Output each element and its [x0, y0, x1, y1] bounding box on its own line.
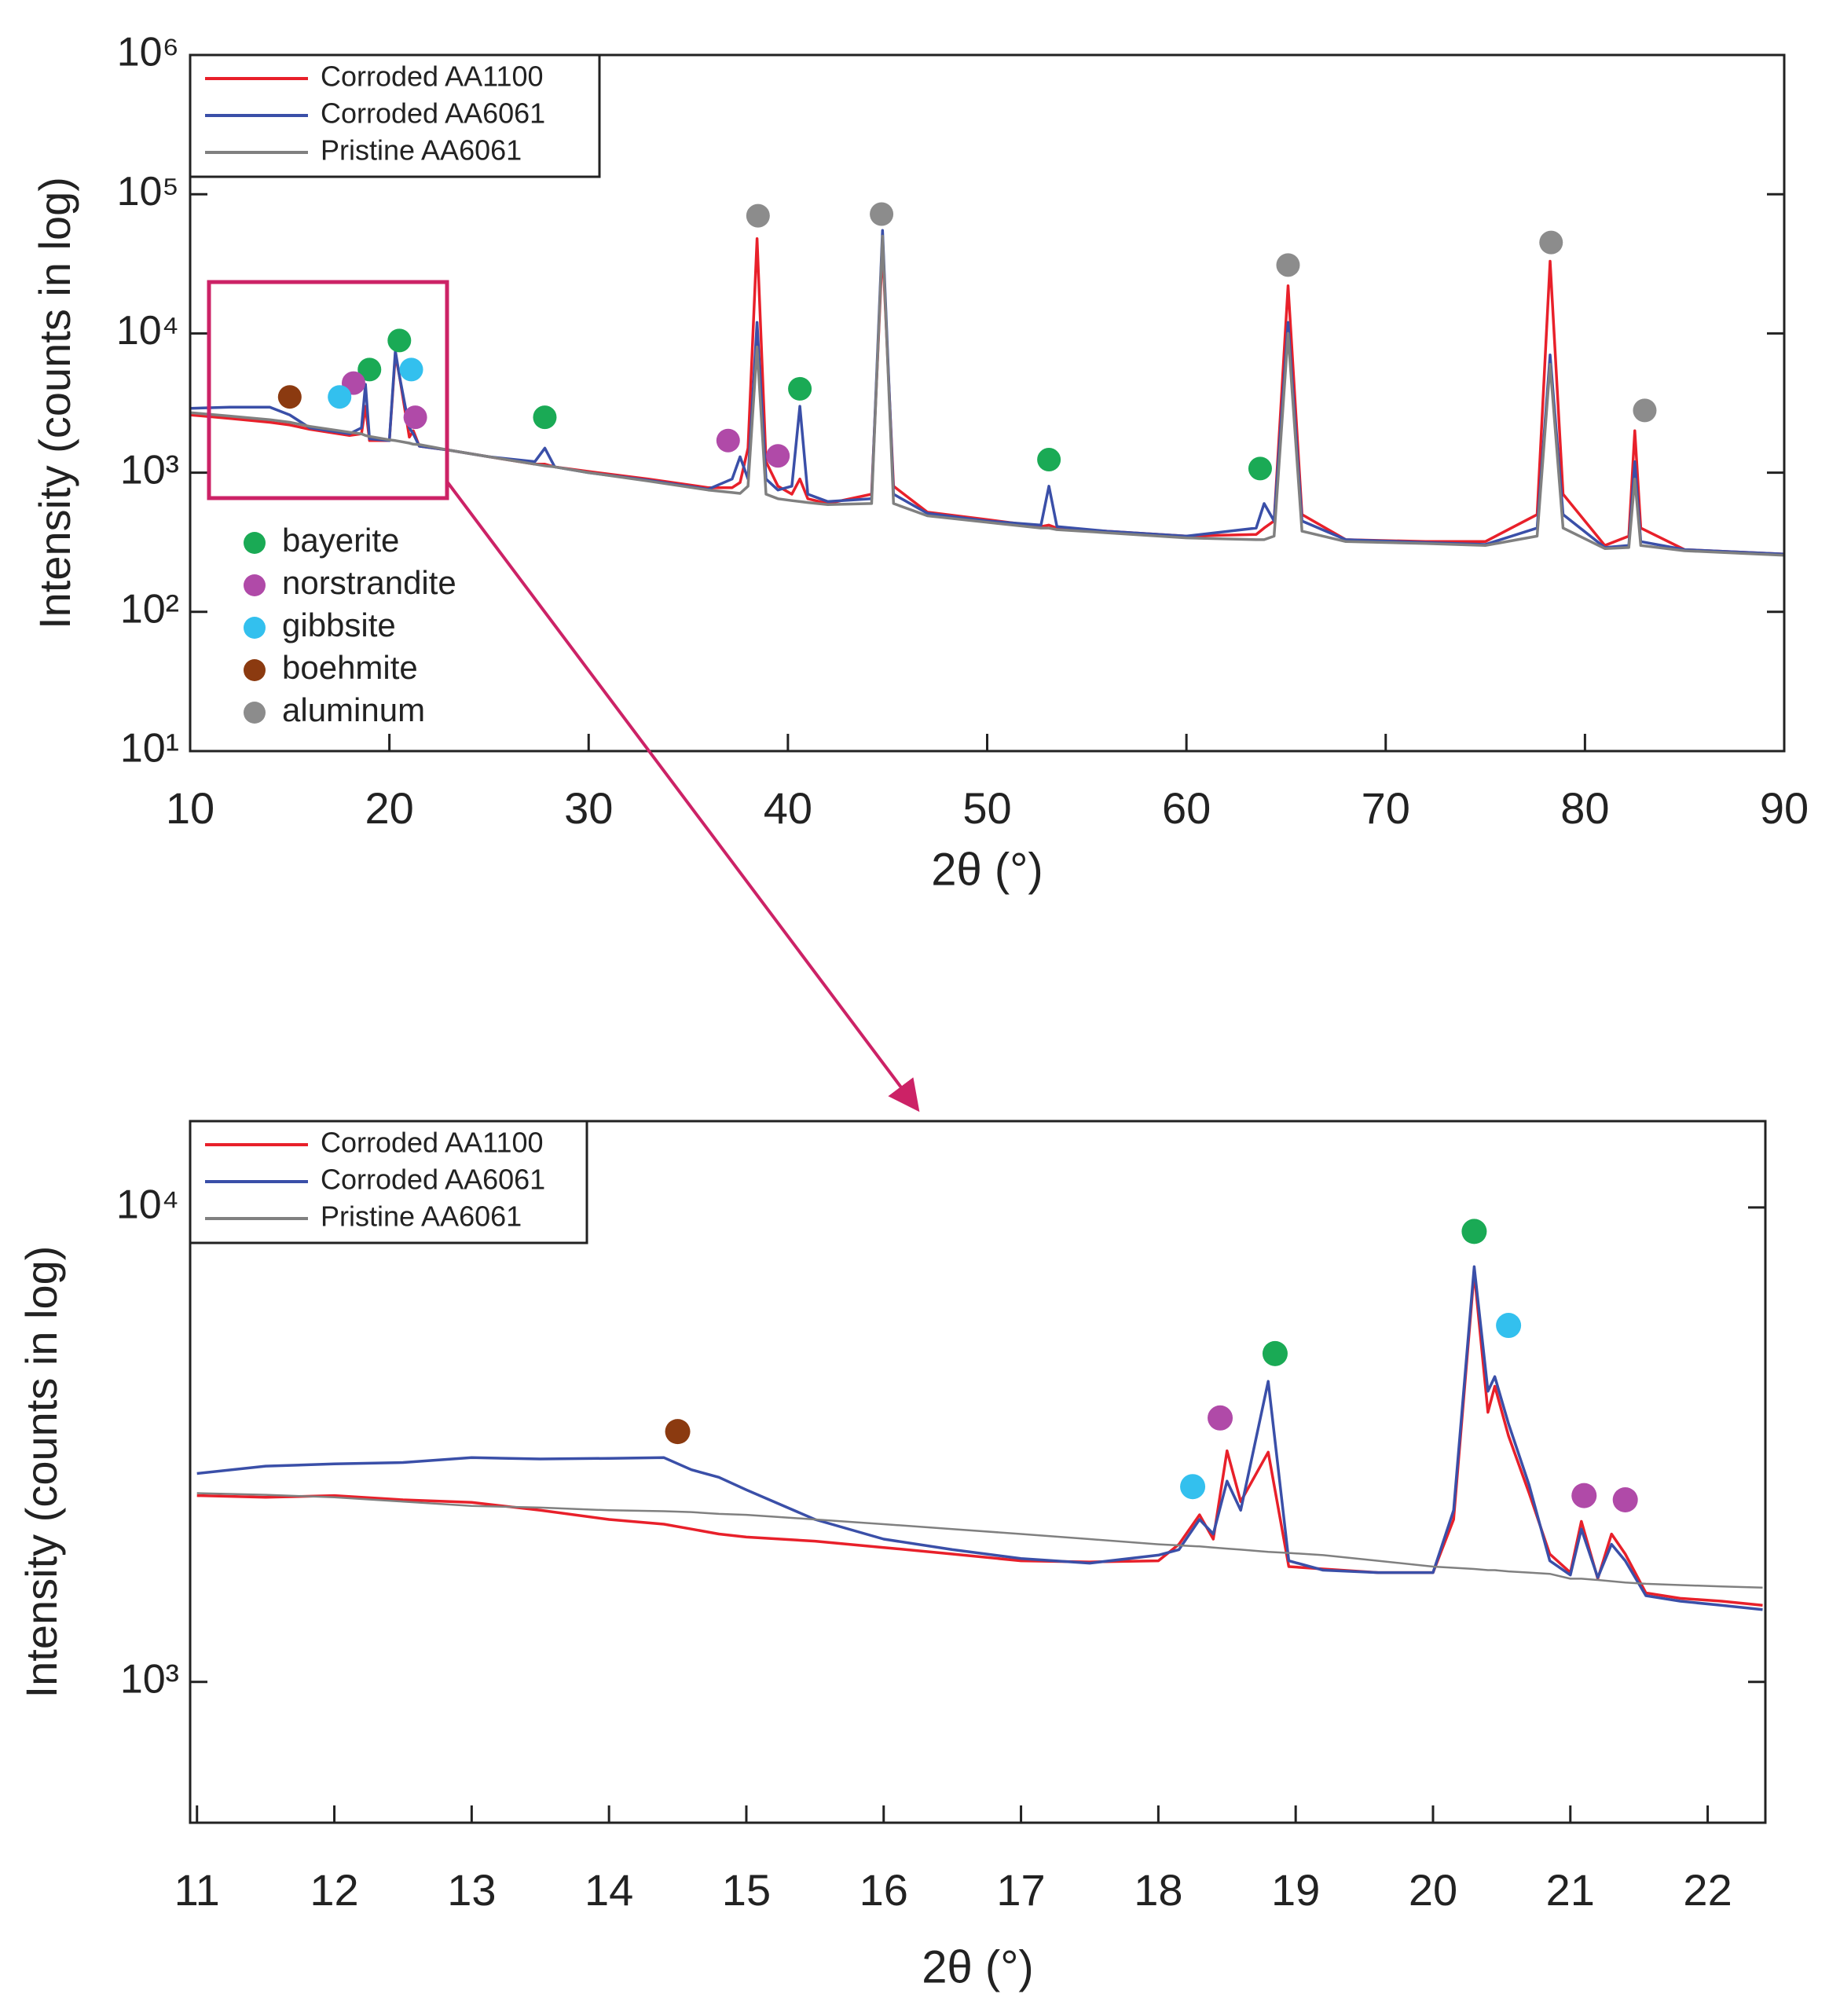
x-tick-label: 22	[1683, 1865, 1732, 1915]
data-line	[196, 1265, 1763, 1611]
phase-legend-dot	[244, 659, 266, 681]
x-tick-label: 19	[1271, 1865, 1320, 1915]
x-tick-label: 15	[722, 1865, 771, 1915]
y-tick-label: 10⁶	[117, 30, 179, 75]
phase-legend-label: gibbsite	[282, 607, 396, 643]
phase-marker	[665, 1419, 691, 1445]
data-line	[196, 1270, 1763, 1607]
x-tick-label: 21	[1546, 1865, 1595, 1915]
phase-marker	[328, 385, 352, 409]
phase-marker	[1037, 448, 1061, 472]
phase-marker	[1496, 1313, 1522, 1339]
data-line	[189, 234, 1785, 557]
phase-marker	[1571, 1483, 1597, 1508]
zoom-box	[207, 280, 449, 500]
x-tick-label: 30	[564, 783, 613, 833]
phase-legend-label: norstrandite	[282, 564, 456, 601]
y-axis-label: Intensity (counts in log)	[16, 1246, 66, 1699]
phase-legend-dot	[244, 702, 266, 724]
x-axis-label: 2θ (°)	[922, 1941, 1033, 1992]
phase-legend-dot	[244, 532, 266, 554]
phase-legend-label: boehmite	[282, 649, 418, 686]
data-line	[196, 1492, 1763, 1589]
phase-marker	[399, 357, 423, 382]
y-tick-label: 10³	[120, 1657, 179, 1703]
y-tick-label: 10²	[120, 587, 179, 632]
y-tick-label: 10⁵	[117, 169, 179, 214]
x-tick-label: 13	[447, 1865, 496, 1915]
phase-legend-dot	[244, 617, 266, 639]
y-axis-label: Intensity (counts in log)	[30, 177, 79, 629]
phase-marker	[533, 405, 557, 430]
y-tick-label: 10³	[120, 447, 179, 493]
x-tick-label: 80	[1560, 783, 1609, 833]
phase-marker	[403, 405, 427, 430]
x-tick-label: 70	[1362, 783, 1410, 833]
phase-legend-label: bayerite	[282, 522, 399, 559]
phase-marker	[1208, 1405, 1233, 1431]
phase-marker	[788, 376, 812, 401]
phase-marker	[1633, 398, 1657, 423]
x-tick-label: 14	[585, 1865, 633, 1915]
legend-label: Corroded AA1100	[321, 60, 544, 93]
legend-label: Pristine AA6061	[321, 1200, 522, 1233]
phase-marker	[870, 202, 894, 226]
legend-label: Pristine AA6061	[321, 134, 522, 167]
y-tick-label: 10¹	[120, 726, 179, 772]
y-tick-label: 10⁴	[116, 308, 179, 354]
x-tick-label: 11	[174, 1865, 220, 1915]
phase-legend-dot	[244, 574, 266, 596]
data-line	[189, 229, 1785, 556]
phase-marker	[1612, 1486, 1638, 1512]
x-tick-label: 20	[1409, 1865, 1457, 1915]
legend-label: Corroded AA6061	[321, 1164, 545, 1196]
phase-marker	[1248, 456, 1272, 481]
phase-marker	[357, 357, 382, 382]
x-tick-label: 17	[996, 1865, 1045, 1915]
x-tick-label: 10	[166, 783, 214, 833]
phase-marker	[1276, 253, 1300, 277]
x-tick-label: 20	[365, 783, 413, 833]
legend-label: Corroded AA6061	[321, 97, 545, 130]
phase-marker	[387, 328, 412, 353]
legend-label: Corroded AA1100	[321, 1127, 544, 1159]
x-tick-label: 60	[1162, 783, 1211, 833]
phase-marker	[1461, 1219, 1487, 1244]
plot-frame	[189, 53, 1786, 753]
data-line	[189, 236, 1785, 556]
zoom-arrow	[445, 480, 920, 1112]
x-tick-label: 18	[1134, 1865, 1182, 1915]
x-tick-label: 40	[764, 783, 812, 833]
x-tick-label: 50	[962, 783, 1011, 833]
phase-marker	[716, 428, 740, 453]
phase-legend-label: aluminum	[282, 691, 425, 728]
x-tick-label: 90	[1760, 783, 1809, 833]
phase-marker	[277, 385, 302, 409]
plot-frame	[189, 1120, 1767, 1824]
phase-marker	[1539, 230, 1563, 255]
x-tick-label: 16	[860, 1865, 908, 1915]
x-axis-label: 2θ (°)	[931, 844, 1043, 895]
y-tick-label: 10⁴	[116, 1182, 179, 1228]
phase-marker	[746, 203, 770, 228]
x-tick-label: 12	[310, 1865, 358, 1915]
phase-marker	[1180, 1474, 1206, 1500]
phase-marker	[766, 444, 790, 468]
phase-marker	[1262, 1340, 1288, 1366]
